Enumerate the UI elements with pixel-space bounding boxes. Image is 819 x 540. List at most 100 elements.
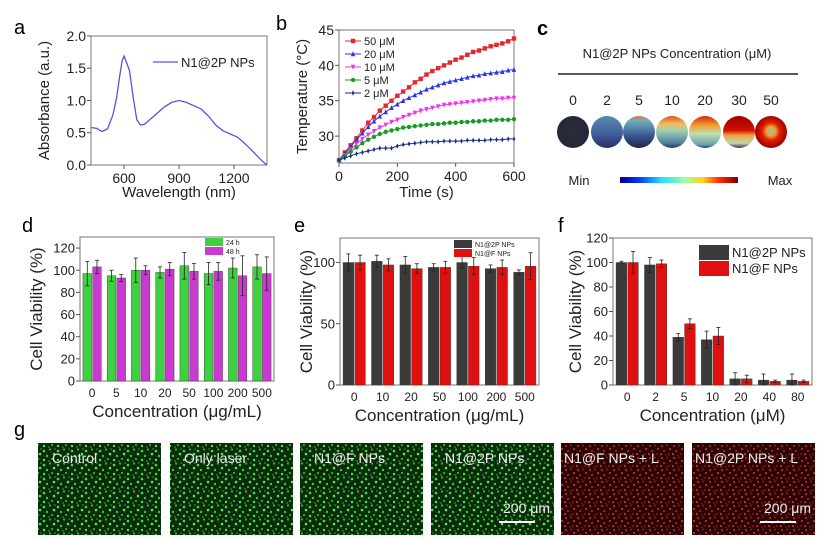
y-tick-label: 0.5	[67, 125, 87, 141]
y-tick-label: 100	[586, 255, 608, 270]
data-point	[360, 128, 365, 133]
data-point	[460, 138, 463, 144]
x-tick-label: 20	[158, 386, 172, 400]
legend-label: 10 μM	[364, 62, 395, 74]
bar-d-48-h	[140, 270, 151, 382]
x-tick-label: 10	[706, 390, 720, 404]
bar-e-n1-f-nps	[468, 265, 480, 386]
data-point	[512, 136, 516, 142]
data-point	[488, 44, 493, 49]
y-axis-title: Cell Viability (%)	[566, 250, 585, 373]
legend-marker	[350, 51, 356, 57]
plot-frame-e	[339, 237, 540, 386]
bar-d-24-h	[155, 272, 165, 382]
data-point	[453, 77, 458, 83]
legend-label: N1@2P NPs	[475, 242, 515, 249]
data-point	[412, 110, 418, 116]
legend-label: 24 h	[226, 240, 240, 247]
data-point	[400, 125, 406, 130]
x-tick-label: 50	[182, 386, 196, 400]
data-point	[365, 137, 371, 142]
thermal-image-2	[591, 116, 623, 148]
x-tick-label: 200	[228, 386, 248, 400]
data-point	[470, 73, 476, 79]
data-point	[389, 98, 394, 103]
data-point	[501, 136, 504, 143]
thermal-image-5	[623, 116, 655, 148]
y-tick-label: 35	[318, 93, 334, 109]
data-point	[424, 86, 429, 92]
legend-marker	[350, 64, 356, 70]
data-point	[361, 149, 364, 156]
series-4	[337, 136, 516, 163]
y-tick-label: 40	[318, 57, 334, 73]
y-axis-title: Cell Viability (%)	[27, 247, 46, 370]
data-point	[447, 78, 453, 84]
data-point	[465, 52, 470, 57]
data-point	[371, 114, 377, 120]
bar-f-n1-f-nps	[655, 263, 667, 386]
data-point	[470, 49, 476, 55]
data-point	[389, 105, 394, 111]
scale-bar-label: 200 μm	[503, 500, 550, 516]
bar-e-n1-2p-nps	[456, 262, 468, 386]
x-tick-label: 500	[252, 386, 272, 400]
bar-d-48-h	[189, 271, 199, 382]
data-point	[489, 136, 492, 143]
data-point	[354, 141, 359, 147]
bar-e-n1-2p-nps	[342, 262, 354, 386]
data-point	[365, 120, 371, 125]
data-point	[371, 134, 377, 140]
data-point	[348, 149, 353, 154]
x-tick-label: 80	[791, 390, 805, 404]
data-point	[418, 76, 423, 82]
data-point	[465, 99, 470, 105]
x-tick-label: 2	[652, 390, 659, 404]
data-point	[482, 97, 488, 103]
data-point	[476, 119, 482, 124]
y-tick-label: 100	[313, 255, 335, 270]
concentration-label: 50	[763, 92, 779, 108]
x-tick-label: 200	[486, 390, 506, 404]
data-point	[419, 139, 422, 146]
data-point	[500, 41, 505, 46]
micrograph-label: N1@2P NPs	[445, 450, 524, 466]
x-tick-label: 0	[335, 168, 343, 184]
concentration-label: 10	[664, 92, 680, 108]
x-axis-title: Concentration (μg/mL)	[355, 406, 524, 425]
data-point	[349, 153, 352, 159]
data-point	[360, 140, 365, 146]
x-tick-label: 0	[89, 386, 96, 400]
data-point	[412, 124, 418, 129]
chart-d-viability-time: 0 20 40 60 80 100 120 0 5 10 20 50 100 200 500 Concentr…	[27, 236, 275, 421]
data-point	[400, 89, 406, 94]
bar-e-n1-2p-nps	[485, 268, 497, 386]
data-point	[418, 89, 423, 95]
data-point	[377, 125, 383, 131]
data-point	[406, 85, 412, 90]
micrograph-image	[300, 443, 423, 535]
micrograph-image	[561, 443, 684, 535]
x-tick-label: 10	[134, 386, 148, 400]
x-axis-title: Wavelength (nm)	[122, 184, 236, 201]
micrograph-label: N1@F NPs + L	[564, 450, 659, 466]
bar-d-24-h	[131, 270, 141, 382]
data-point	[453, 101, 458, 107]
micrograph-n1-f-nps-l: N1@F NPs + L	[561, 443, 684, 535]
data-point	[430, 121, 435, 127]
bar-f-n1-2p-nps	[672, 337, 684, 386]
data-point	[343, 155, 347, 161]
legend-label: N1@2P NPs	[732, 245, 806, 260]
data-point	[430, 84, 435, 90]
data-point	[431, 139, 434, 145]
data-point	[377, 131, 383, 137]
data-point	[377, 108, 383, 113]
data-point	[400, 98, 406, 103]
y-axis-title: Temperature (°C)	[294, 39, 311, 154]
x-tick-label: 100	[203, 386, 223, 400]
y-tick-label: 80	[61, 285, 75, 300]
colorbar	[620, 177, 738, 183]
bar-d-48-h	[92, 266, 102, 382]
data-point	[476, 48, 482, 53]
